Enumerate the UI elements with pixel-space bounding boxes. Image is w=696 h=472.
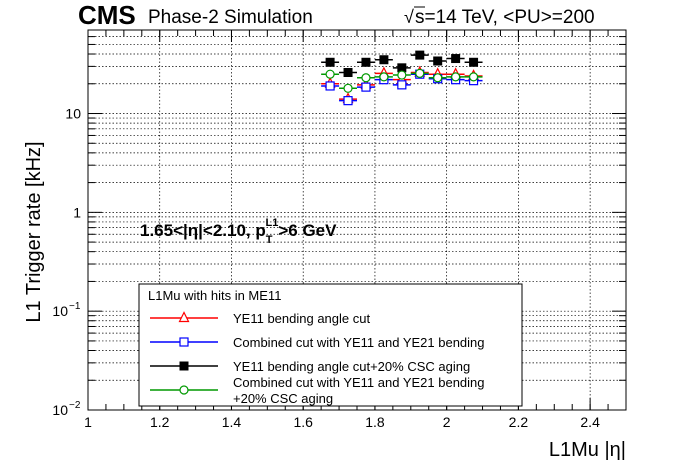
y-tick-label-exponent: −2 — [69, 400, 81, 411]
legend: L1Mu with hits in ME11 YE11 bending angl… — [138, 283, 523, 407]
cut-sup: L1 — [266, 217, 279, 229]
y-tick-label: 10 — [52, 402, 68, 418]
cut-suffix: >6 GeV — [278, 221, 337, 240]
legend-box — [138, 283, 523, 407]
x-tick-label: 2 — [443, 414, 451, 430]
x-tick-label: 1.6 — [293, 414, 313, 430]
x-tick-label: 1.4 — [222, 414, 242, 430]
x-axis-label: L1Mu |η| — [549, 439, 626, 461]
data-point-series-4 — [415, 68, 425, 78]
plot-subtitle: Phase-2 Simulation — [148, 7, 313, 28]
data-point-series-4 — [397, 70, 407, 80]
data-points — [321, 50, 483, 106]
data-point-series-4 — [468, 72, 479, 82]
data-point-series-3 — [325, 57, 335, 67]
data-point-series-2 — [343, 96, 353, 106]
data-point-series-4 — [361, 73, 371, 83]
x-tick-label: 2.2 — [509, 414, 529, 430]
x-tick-label: 1 — [84, 414, 92, 430]
data-point-series-3 — [433, 56, 443, 66]
x-tick-label: 1.8 — [365, 414, 385, 430]
x-tick-label: 2.4 — [580, 414, 600, 430]
data-point-series-2 — [325, 81, 335, 91]
cut-prefix: 1.65<|η|<2.10, p — [140, 221, 266, 240]
legend-marker-series-2 — [179, 337, 189, 347]
data-point-series-4 — [343, 83, 353, 93]
y-tick-label: 10 — [52, 303, 68, 319]
legend-marker-series-4 — [179, 385, 189, 395]
cut-sub: T — [266, 234, 273, 246]
plot-border — [87, 29, 627, 411]
data-point-series-4 — [379, 72, 389, 82]
cms-logo: CMS — [78, 0, 136, 30]
data-point-series-4 — [325, 69, 335, 79]
legend-entries: YE11 bending angle cut Combined cut with … — [150, 311, 485, 406]
data-point-series-2 — [361, 82, 371, 92]
legend-title: L1Mu with hits in ME11 — [148, 288, 281, 303]
x-tick-labels: 1 1.2 1.4 1.6 1.8 2 2.2 2.4 — [84, 414, 600, 430]
data-point-series-4 — [451, 72, 461, 82]
legend-label: YE11 bending angle cut — [233, 311, 370, 326]
legend-marker-series-1 — [178, 311, 190, 323]
legend-label: Combined cut with YE11 and YE21 bending — [233, 375, 485, 390]
y-tick-label-exponent: −1 — [69, 301, 81, 312]
sqrt-symbol: √ — [404, 7, 414, 27]
legend-label: YE11 bending angle cut+20% CSC aging — [233, 359, 470, 374]
y-tick-label: 10 — [65, 106, 81, 122]
y-axis-label: L1 Trigger rate [kHz] — [23, 141, 45, 322]
legend-label: Combined cut with YE11 and YE21 bending — [233, 335, 485, 350]
y-tick-label: 1 — [73, 204, 81, 220]
data-point-series-3 — [415, 50, 425, 60]
grid — [87, 29, 626, 411]
data-point-series-4 — [433, 73, 443, 83]
x-tick-label: 1.2 — [150, 414, 170, 430]
legend-marker-series-3 — [179, 361, 189, 371]
data-point-series-3 — [469, 57, 479, 67]
cut-annotation: 1.65<|η|<2.10, pT L1>6 GeV — [140, 217, 337, 246]
data-point-series-3 — [361, 57, 371, 67]
energy-label: s=14 TeV, <PU>=200 — [415, 7, 595, 28]
data-point-series-3 — [379, 55, 389, 65]
data-point-series-2 — [397, 80, 407, 90]
data-point-series-3 — [343, 68, 353, 78]
data-point-series-3 — [451, 54, 461, 64]
legend-label-line2: +20% CSC aging — [233, 391, 333, 406]
